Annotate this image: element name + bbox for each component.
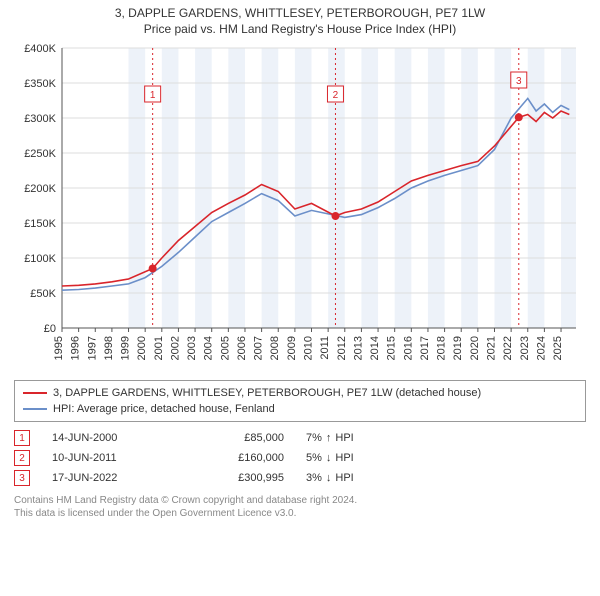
x-tick-label: 2016 bbox=[402, 336, 414, 360]
hpi-label: HPI bbox=[335, 472, 353, 484]
x-tick-label: 1995 bbox=[53, 336, 65, 360]
x-tick-label: 2025 bbox=[552, 336, 564, 360]
chart-title-line1: 3, DAPPLE GARDENS, WHITTLESEY, PETERBORO… bbox=[0, 6, 600, 20]
x-tick-label: 2010 bbox=[303, 336, 315, 360]
x-tick-label: 2012 bbox=[336, 336, 348, 360]
hpi-pct: 3% bbox=[306, 472, 322, 484]
marker-point bbox=[515, 113, 523, 121]
marker-table-row: 2 10-JUN-2011 £160,000 5% ↓HPI bbox=[14, 448, 586, 468]
x-tick-label: 2002 bbox=[169, 336, 181, 360]
x-tick-label: 2007 bbox=[253, 336, 265, 360]
marker-table-price: £85,000 bbox=[184, 432, 284, 444]
hpi-label: HPI bbox=[335, 432, 353, 444]
legend-box: 3, DAPPLE GARDENS, WHITTLESEY, PETERBORO… bbox=[14, 380, 586, 422]
x-tick-label: 2005 bbox=[219, 336, 231, 360]
footer-line-1: Contains HM Land Registry data © Crown c… bbox=[14, 494, 586, 507]
x-tick-label: 2024 bbox=[535, 336, 547, 360]
marker-label-num: 2 bbox=[333, 90, 339, 101]
legend-label: HPI: Average price, detached house, Fenl… bbox=[53, 403, 275, 415]
marker-table-hpi: 5% ↓HPI bbox=[306, 452, 396, 464]
y-tick-label: £100K bbox=[24, 253, 56, 265]
legend-swatch bbox=[23, 392, 47, 394]
hpi-pct: 7% bbox=[306, 432, 322, 444]
legend-label: 3, DAPPLE GARDENS, WHITTLESEY, PETERBORO… bbox=[53, 387, 481, 399]
x-tick-label: 2015 bbox=[386, 336, 398, 360]
price-line-chart: £0 £50K £100K £150K £200K £250K £300K £350K £400… bbox=[14, 42, 586, 372]
marker-label-num: 3 bbox=[516, 76, 522, 87]
legend-swatch bbox=[23, 408, 47, 410]
x-tick-label: 2009 bbox=[286, 336, 298, 360]
marker-table-row: 3 17-JUN-2022 £300,995 3% ↓HPI bbox=[14, 468, 586, 488]
y-tick-label: £50K bbox=[30, 288, 56, 300]
arrow-up-icon: ↑ bbox=[326, 432, 332, 444]
x-tick-label: 2011 bbox=[319, 336, 331, 360]
marker-table-date: 10-JUN-2011 bbox=[52, 452, 162, 464]
x-tick-label: 2022 bbox=[502, 336, 514, 360]
y-tick-label: £350K bbox=[24, 78, 56, 90]
x-tick-label: 2023 bbox=[519, 336, 531, 360]
chart-title-line2: Price paid vs. HM Land Registry's House … bbox=[0, 22, 600, 36]
x-tick-label: 2003 bbox=[186, 336, 198, 360]
x-tick-label: 2020 bbox=[469, 336, 481, 360]
y-tick-label: £300K bbox=[24, 113, 56, 125]
marker-point bbox=[149, 265, 157, 273]
hpi-pct: 5% bbox=[306, 452, 322, 464]
marker-table-hpi: 7% ↑HPI bbox=[306, 432, 396, 444]
marker-table-date: 17-JUN-2022 bbox=[52, 472, 162, 484]
legend-row: 3, DAPPLE GARDENS, WHITTLESEY, PETERBORO… bbox=[23, 385, 577, 401]
legend-row: HPI: Average price, detached house, Fenl… bbox=[23, 401, 577, 417]
y-tick-label: £400K bbox=[24, 43, 56, 55]
y-tick-label: £250K bbox=[24, 148, 56, 160]
marker-table-price: £160,000 bbox=[184, 452, 284, 464]
chart-container: £0 £50K £100K £150K £200K £250K £300K £350K £400… bbox=[14, 42, 586, 372]
x-tick-label: 2001 bbox=[153, 336, 165, 360]
marker-point bbox=[331, 212, 339, 220]
arrow-down-icon: ↓ bbox=[326, 472, 332, 484]
marker-label-num: 1 bbox=[150, 90, 156, 101]
marker-table-row: 1 14-JUN-2000 £85,000 7% ↑HPI bbox=[14, 428, 586, 448]
footer-line-2: This data is licensed under the Open Gov… bbox=[14, 507, 586, 520]
x-tick-label: 2006 bbox=[236, 336, 248, 360]
marker-table-price: £300,995 bbox=[184, 472, 284, 484]
x-tick-label: 2000 bbox=[136, 336, 148, 360]
x-tick-label: 2019 bbox=[452, 336, 464, 360]
x-tick-label: 2014 bbox=[369, 336, 381, 360]
x-tick-label: 1996 bbox=[70, 336, 82, 360]
marker-table-date: 14-JUN-2000 bbox=[52, 432, 162, 444]
markers-table: 114-JUN-2000£85,0007%↑HPI210-JUN-2011£16… bbox=[14, 428, 586, 488]
marker-table-num: 2 bbox=[14, 450, 30, 466]
x-tick-label: 1999 bbox=[120, 336, 132, 360]
y-tick-label: £0 bbox=[44, 323, 56, 335]
x-tick-label: 2021 bbox=[485, 336, 497, 360]
attribution-footer: Contains HM Land Registry data © Crown c… bbox=[14, 494, 586, 520]
x-tick-label: 2018 bbox=[436, 336, 448, 360]
arrow-down-icon: ↓ bbox=[326, 452, 332, 464]
marker-table-num: 1 bbox=[14, 430, 30, 446]
x-tick-label: 2017 bbox=[419, 336, 431, 360]
x-tick-label: 1998 bbox=[103, 336, 115, 360]
marker-table-num: 3 bbox=[14, 470, 30, 486]
y-tick-label: £150K bbox=[24, 218, 56, 230]
x-tick-label: 2008 bbox=[269, 336, 281, 360]
x-tick-label: 2013 bbox=[352, 336, 364, 360]
marker-table-hpi: 3% ↓HPI bbox=[306, 472, 396, 484]
hpi-label: HPI bbox=[335, 452, 353, 464]
x-tick-label: 2004 bbox=[203, 336, 215, 360]
x-tick-label: 1997 bbox=[86, 336, 98, 360]
y-tick-label: £200K bbox=[24, 183, 56, 195]
